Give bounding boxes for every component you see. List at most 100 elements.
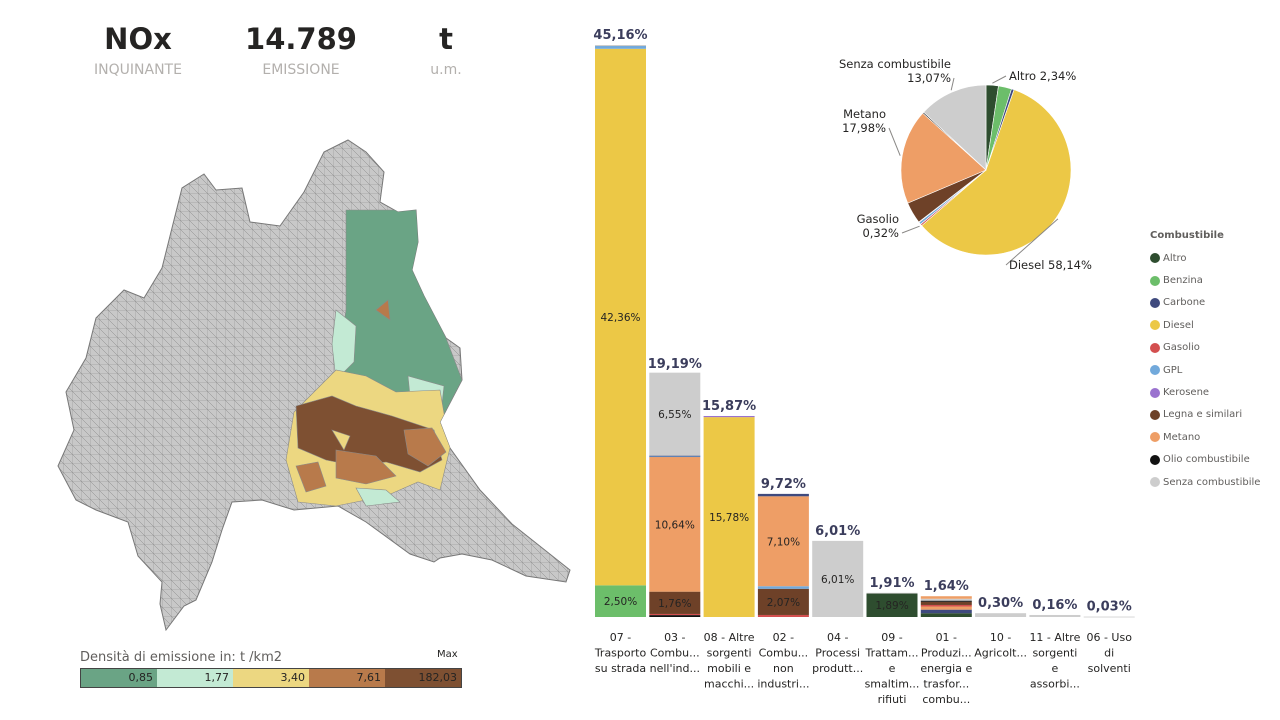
legend-item[interactable]: Kerosene — [1150, 381, 1275, 403]
pie-slice[interactable] — [922, 111, 987, 171]
bar-segment[interactable] — [975, 613, 1027, 617]
legend-dot-icon — [1150, 297, 1160, 308]
bar-segment-label: 6,01% — [821, 574, 854, 586]
pie-leader-line — [1005, 218, 1059, 266]
map-legend-class: 182,03 — [385, 669, 461, 687]
bar-segment[interactable] — [757, 496, 809, 587]
legend-item-label: Diesel — [1163, 319, 1194, 331]
bar-segment[interactable] — [595, 585, 646, 617]
pie-slice[interactable] — [920, 169, 987, 226]
bar-segment[interactable] — [649, 456, 701, 458]
bar-segment-label: 10,64% — [655, 519, 695, 531]
kpi-pollutant-value: NOx — [104, 22, 172, 56]
pie-slice[interactable] — [900, 112, 987, 204]
category-label: 10 -Agricolt... — [974, 631, 1027, 660]
legend-dot-icon — [1150, 365, 1160, 376]
category-label: 08 - Altre sorgenti mobili e macchi... — [704, 631, 755, 691]
pie-slice[interactable] — [921, 89, 1072, 256]
bar-segment[interactable] — [920, 606, 972, 610]
pie-slice[interactable] — [985, 84, 999, 171]
bar-segment[interactable] — [703, 415, 755, 418]
pie-slice-label: Senza combustibile 13,07% — [839, 57, 951, 85]
pie-leader-line — [888, 127, 901, 156]
legend-item[interactable]: Diesel — [1150, 314, 1275, 336]
map-legend-ramp: 0,85 1,77 3,40 7,61 182,03 — [80, 668, 462, 688]
kpi-pollutant-label: INQUINANTE — [94, 62, 182, 78]
bar-segment[interactable] — [703, 417, 755, 617]
map-legend-max: Max — [437, 649, 458, 660]
bar-segment[interactable] — [866, 592, 918, 594]
bar-segment[interactable] — [649, 591, 701, 614]
lombardy-map[interactable] — [36, 130, 576, 645]
legend-dot-icon — [1150, 409, 1160, 420]
kpi-unit-value: t — [439, 22, 453, 56]
bar-segment-label: 2,07% — [767, 597, 800, 609]
bar-segment[interactable] — [649, 615, 701, 617]
category-label: 04 -Processi produtt... — [812, 631, 863, 675]
map-legend-class: 7,61 — [309, 669, 385, 687]
legend-item[interactable]: Gasolio — [1150, 337, 1275, 359]
bar-segment-label: 42,36% — [600, 312, 640, 324]
bar-segment[interactable] — [649, 455, 701, 457]
legend-item[interactable]: Benzina — [1150, 269, 1275, 291]
legend-dot-icon — [1150, 342, 1160, 353]
kpi-unit: t u.m. — [386, 20, 506, 78]
bar-total-label: 0,16% — [1032, 598, 1077, 613]
legend-item[interactable]: Olio combustibile — [1150, 449, 1275, 471]
bar-segment[interactable] — [920, 604, 972, 607]
bar-segment[interactable] — [920, 613, 972, 617]
bar-segment[interactable] — [757, 493, 809, 497]
legend-item[interactable]: GPL — [1150, 359, 1275, 381]
bar-segment[interactable] — [866, 593, 918, 617]
legend-item[interactable]: Altro — [1150, 247, 1275, 269]
pie-leader-line — [901, 225, 920, 234]
legend-dot-icon — [1150, 320, 1160, 331]
legend-item-label: GPL — [1163, 364, 1183, 376]
bar-segment[interactable] — [920, 601, 972, 605]
bar-segment[interactable] — [757, 588, 809, 615]
pie-slice[interactable] — [907, 169, 987, 223]
pie-slice[interactable] — [985, 88, 1015, 171]
map-legend-title: Densità di emissione in: t /km2 — [80, 650, 283, 665]
bar-segment[interactable] — [920, 598, 972, 601]
legend-item[interactable]: Metano — [1150, 426, 1275, 448]
pie-slice-label: Diesel 58,14% — [1009, 258, 1092, 272]
legend-item-label: Kerosene — [1163, 387, 1210, 399]
bar-segment[interactable] — [1083, 616, 1135, 618]
bar-segment[interactable] — [757, 614, 809, 617]
pie-slice[interactable] — [918, 169, 987, 225]
bar-segment[interactable] — [920, 600, 972, 602]
bar-segment[interactable] — [649, 613, 701, 616]
category-label: 07 -Trasporto su strada — [594, 631, 647, 675]
kpi-unit-label: u.m. — [430, 62, 462, 78]
legend-item[interactable]: Senza combustibile — [1150, 471, 1275, 493]
category-label: 01 -Produzi... energia e trasfor... combu..… — [920, 631, 972, 706]
bar-segment[interactable] — [595, 46, 646, 49]
lombardy-map-svg — [57, 139, 571, 631]
bar-segment[interactable] — [649, 372, 701, 456]
legend-dot-icon — [1150, 387, 1160, 398]
bar-segment[interactable] — [595, 48, 646, 586]
legend-item[interactable]: Legna e similari — [1150, 404, 1275, 426]
pie-slice[interactable] — [918, 169, 987, 223]
legend-item-label: Gasolio — [1163, 342, 1200, 354]
legend-dot-icon — [1150, 275, 1160, 286]
bar-segment[interactable] — [812, 540, 864, 617]
bar-total-label: 15,87% — [702, 399, 756, 414]
kpi-emission-value: 14.789 — [245, 22, 357, 56]
bar-segment[interactable] — [595, 45, 646, 47]
pie-slice[interactable] — [923, 84, 987, 171]
legend-item[interactable]: Carbone — [1150, 292, 1275, 314]
bar-segment[interactable] — [920, 609, 972, 614]
bar-segment[interactable] — [649, 456, 701, 592]
legend-item-label: Altro — [1163, 252, 1187, 264]
bar-segment[interactable] — [757, 586, 809, 589]
bar-segment[interactable] — [920, 596, 972, 599]
pie-leader-line — [992, 75, 1007, 84]
bar-segment[interactable] — [1029, 614, 1081, 617]
bar-segment-label: 7,10% — [767, 536, 800, 548]
pie-slice[interactable] — [985, 85, 1012, 171]
legend-dot-icon — [1150, 432, 1160, 443]
bar-total-label: 9,72% — [761, 477, 806, 492]
bar-segment-label: 2,50% — [604, 596, 637, 608]
